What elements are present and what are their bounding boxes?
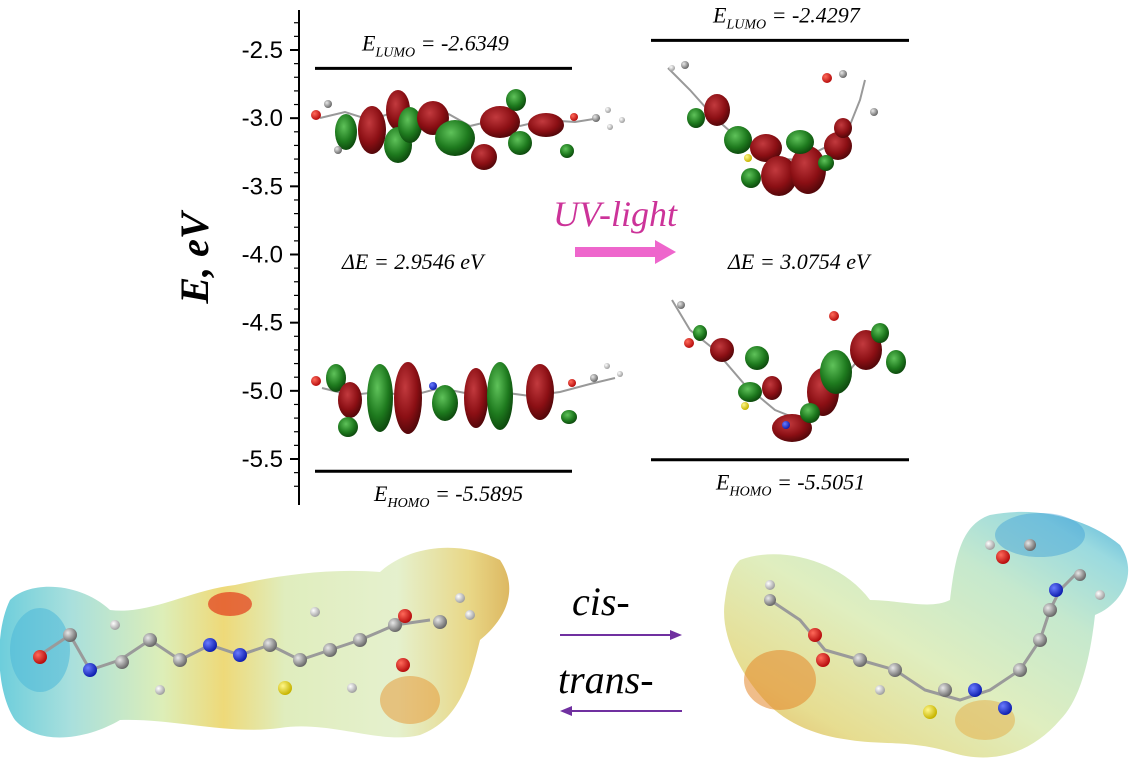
y-tick-label: -4.0	[242, 242, 283, 269]
reverse-arrow-head	[560, 706, 572, 716]
orbital-image-right-lumo	[667, 61, 878, 196]
y-tick-label: -5.0	[242, 378, 283, 405]
orbital-image-left-lumo	[311, 89, 625, 170]
uv-light-transition: UV-light	[553, 194, 678, 264]
forward-arrow-head	[670, 630, 682, 640]
y-tick-label: -3.5	[242, 173, 283, 200]
y-tick-label: -3.0	[242, 105, 283, 132]
gap-label-left: ΔE = 2.9546 eV	[341, 249, 486, 274]
gap-label-right: ΔE = 3.0754 eV	[727, 249, 872, 274]
y-axis-tick-labels: -2.5 -3.0 -3.5 -4.0 -4.5 -5.0 -5.5	[242, 37, 283, 473]
y-tick-label: -2.5	[242, 37, 283, 64]
isomerization-arrows: cis- trans-	[558, 579, 682, 716]
level-label-right-homo: EHOMO = -5.5051	[715, 470, 865, 500]
level-label-left-homo: EHOMO = -5.5895	[373, 481, 523, 511]
cis-label: cis-	[572, 579, 630, 624]
y-axis-ticks	[290, 22, 299, 487]
level-label-right-lumo: ELUMO = -2.4297	[712, 2, 861, 32]
uv-arrow-shaft	[575, 247, 657, 257]
y-tick-label: -4.5	[242, 310, 283, 337]
level-label-left-lumo: ELUMO = -2.6349	[361, 30, 509, 60]
energy-axis: -2.5 -3.0 -3.5 -4.0 -4.5 -5.0 -5.5 E, eV	[172, 10, 300, 505]
esp-surface-left-molecule	[0, 547, 510, 738]
y-tick-label: -5.5	[242, 446, 283, 473]
energy-levels: ELUMO = -2.6349 EHOMO = -5.5895 ELUMO = -2…	[315, 2, 909, 511]
uv-arrow-head	[655, 240, 676, 264]
trans-label: trans-	[558, 657, 654, 702]
orbital-image-right-homo	[671, 299, 906, 442]
uv-light-label: UV-light	[553, 194, 678, 234]
orbital-image-left-homo	[311, 362, 623, 437]
esp-surface-right-molecule	[724, 511, 1129, 758]
y-axis-label: E, eV	[172, 209, 217, 304]
